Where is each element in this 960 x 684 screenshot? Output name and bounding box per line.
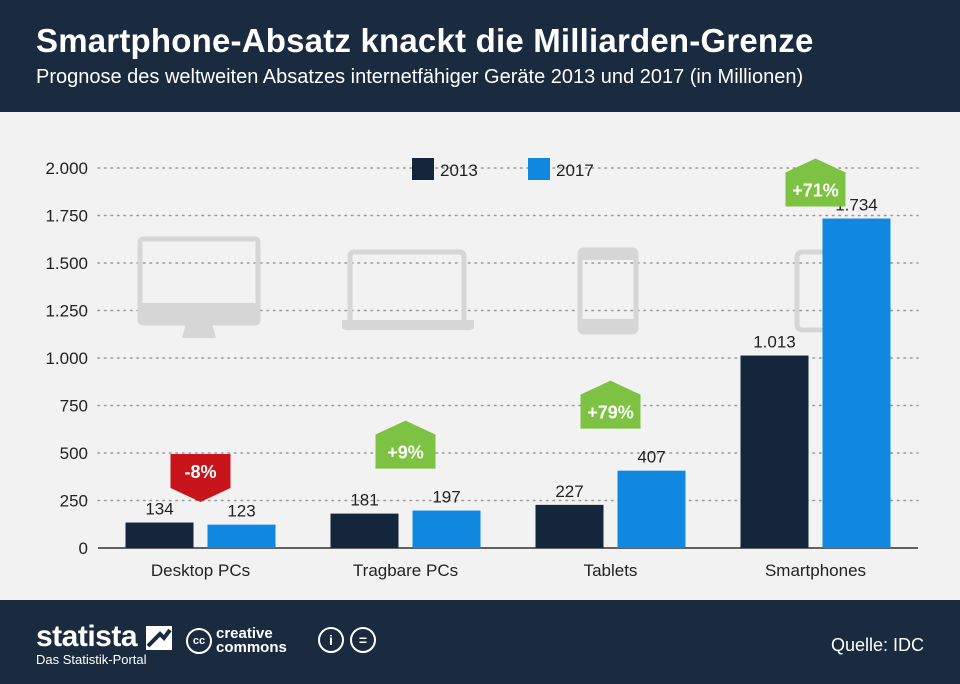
brand-name: statista xyxy=(36,620,138,653)
cc-label-line2: commons xyxy=(216,639,287,656)
legend-swatch xyxy=(412,158,434,180)
change-badge-positive: +9% xyxy=(375,420,436,469)
chart-area: 0 250 500 750 1.000 1.250 1.500 1.750 2.000 134 1… xyxy=(0,112,960,600)
bar-chart: 0 250 500 750 1.000 1.250 1.500 1.750 2.000 134 1… xyxy=(45,158,919,580)
y-tick-label: 500 xyxy=(60,444,88,463)
data-label: 123 xyxy=(227,502,255,521)
no-derivatives-icon: = xyxy=(350,627,376,653)
y-tick-label: 1.750 xyxy=(45,207,88,226)
change-badge-positive: +79% xyxy=(580,380,641,429)
change-badge-label: +9% xyxy=(387,443,424,463)
chart-subtitle: Prognose des weltweiten Absatzes interne… xyxy=(36,66,804,88)
desktop-monitor-icon xyxy=(137,236,261,338)
legend-swatch xyxy=(528,158,550,180)
data-label: 134 xyxy=(145,500,173,519)
data-label: 407 xyxy=(637,448,665,467)
y-tick-label: 750 xyxy=(60,397,88,416)
tablet-icon xyxy=(577,247,639,335)
x-category-label: Desktop PCs xyxy=(151,561,250,580)
statista-logo-icon xyxy=(146,626,172,650)
source-label: Quelle: IDC xyxy=(830,635,924,655)
y-tick-label: 1.000 xyxy=(45,349,88,368)
y-tick-label: 1.250 xyxy=(45,302,88,321)
legend-label: 2017 xyxy=(556,161,594,180)
x-category-label: Tragbare PCs xyxy=(353,561,458,580)
cc-label-line1: creative xyxy=(216,625,273,642)
legend-item: 2017 xyxy=(528,158,594,180)
x-category-label: Tablets xyxy=(584,561,638,580)
bar xyxy=(330,513,399,548)
change-badge-label: +79% xyxy=(587,403,634,423)
y-tick-label: 2.000 xyxy=(45,159,88,178)
data-label: 197 xyxy=(432,488,460,507)
bar xyxy=(207,524,276,548)
attribution-icon: i xyxy=(318,627,344,653)
laptop-icon xyxy=(342,249,474,330)
creative-commons-icon: cc xyxy=(186,628,212,654)
legend-item: 2013 xyxy=(412,158,478,180)
header: Smartphone-Absatz knackt die Milliarden-… xyxy=(0,0,960,112)
bar xyxy=(617,470,686,548)
data-label: 181 xyxy=(350,491,378,510)
brand-tagline: Das Statistik-Portal xyxy=(36,652,147,667)
data-label: 1.734 xyxy=(835,196,878,215)
chart-title: Smartphone-Absatz knackt die Milliarden-… xyxy=(36,22,814,59)
bar xyxy=(740,355,809,548)
bar xyxy=(822,218,891,548)
y-tick-label: 1.500 xyxy=(45,254,88,273)
change-badge-positive: +71% xyxy=(785,158,846,207)
x-category-label: Smartphones xyxy=(765,561,866,580)
cc-label: creative commons xyxy=(216,625,287,656)
creative-commons-license[interactable]: cc creative commons xyxy=(186,626,287,656)
change-badge-label: +71% xyxy=(792,181,839,201)
statista-brand[interactable]: statista Das Statistik-Portal xyxy=(36,620,147,667)
bar xyxy=(412,510,481,548)
change-badge-negative: -8% xyxy=(170,454,231,502)
bar xyxy=(535,504,604,548)
bar xyxy=(125,522,194,548)
legend-label: 2013 xyxy=(440,161,478,180)
data-label: 1.013 xyxy=(753,333,796,352)
footer: statista Das Statistik-Portal cc creativ… xyxy=(0,600,960,684)
data-label: 227 xyxy=(555,482,583,501)
y-tick-label: 0 xyxy=(79,539,88,558)
change-badge-label: -8% xyxy=(184,462,216,482)
y-tick-label: 250 xyxy=(60,492,88,511)
